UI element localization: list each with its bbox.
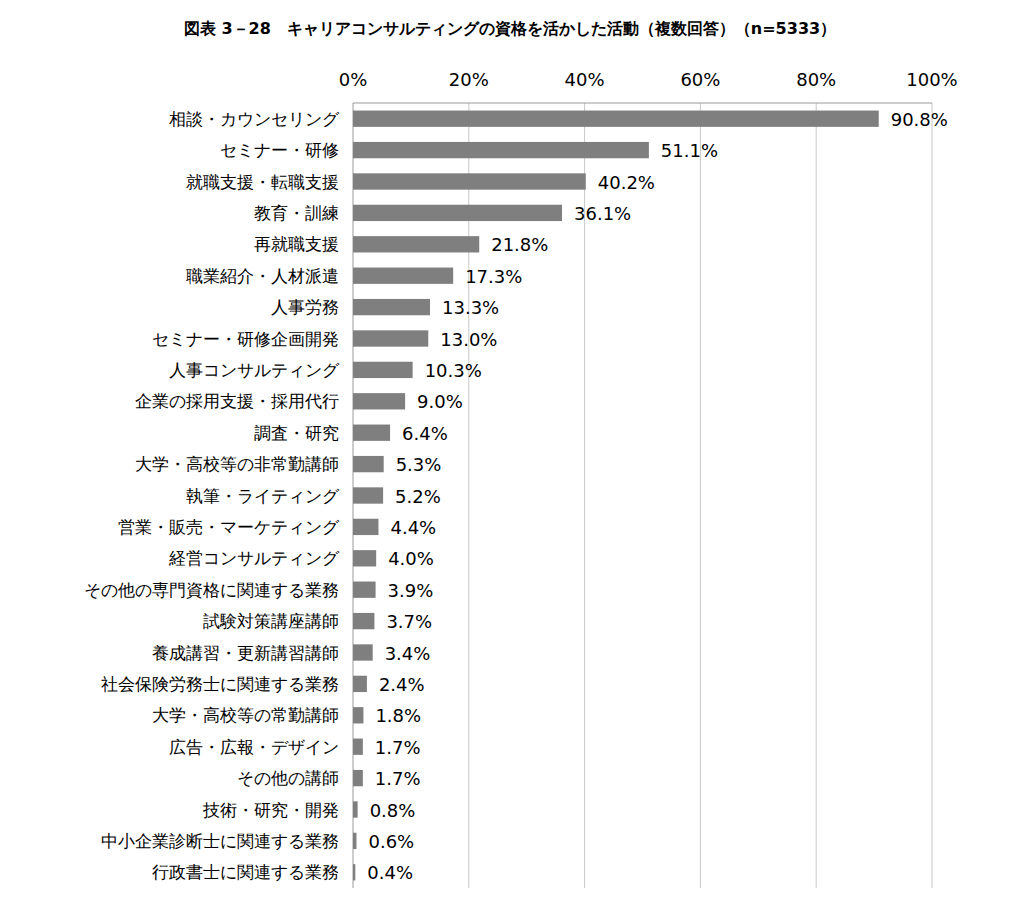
bar: [353, 111, 879, 127]
bar: [353, 833, 356, 849]
category-label: 企業の採用支援・採用代行: [135, 391, 339, 411]
tick-label: 40%: [565, 69, 605, 90]
category-label: セミナー・研修: [220, 140, 339, 160]
category-label: 人事労務: [271, 297, 339, 317]
bars: [353, 111, 879, 881]
bar: [353, 268, 453, 284]
category-label: 中小企業診断士に関連する業務: [101, 831, 339, 851]
bar: [353, 519, 378, 535]
data-label: 13.0%: [440, 329, 497, 350]
bar: [353, 739, 363, 755]
data-label: 1.7%: [375, 768, 421, 789]
bar: [353, 550, 376, 566]
bar: [353, 393, 405, 409]
grid-line: [816, 103, 817, 888]
bar: [353, 205, 562, 221]
category-label: 養成講習・更新講習講師: [152, 643, 339, 663]
data-label: 0.4%: [367, 862, 413, 883]
data-label: 1.8%: [375, 705, 421, 726]
bar: [353, 801, 358, 817]
tick-label: 60%: [680, 69, 720, 90]
category-label: その他の講師: [237, 768, 339, 788]
grid-line: [932, 103, 933, 888]
data-label: 9.0%: [417, 391, 463, 412]
data-label: 5.3%: [396, 454, 442, 475]
bar: [353, 613, 374, 629]
category-label: 職業紹介・人材派遣: [186, 266, 339, 286]
bar: [353, 173, 586, 189]
category-label: その他の専門資格に関連する業務: [84, 580, 339, 600]
category-label: 試験対策講座講師: [203, 611, 339, 631]
data-label: 2.4%: [379, 674, 425, 695]
category-label: 執筆・ライティング: [186, 486, 340, 506]
category-label: 営業・販売・マーケティング: [118, 517, 340, 537]
tick-label: 20%: [449, 69, 489, 90]
category-label: 大学・高校等の常勤講師: [152, 705, 339, 725]
title: 図表 3－28 キャリアコンサルティングの資格を活かした活動（複数回答）（n=5…: [184, 19, 836, 38]
data-label: 1.7%: [375, 737, 421, 758]
data-label: 0.6%: [368, 831, 414, 852]
bar: [353, 362, 413, 378]
data-label: 10.3%: [425, 360, 482, 381]
bar: [353, 582, 376, 598]
bar: [353, 770, 363, 786]
chart: 図表 3－28 キャリアコンサルティングの資格を活かした活動（複数回答）（n=5…: [0, 0, 1022, 910]
bar: [353, 644, 373, 660]
grid-line: [700, 103, 701, 888]
category-label: 人事コンサルティング: [169, 360, 340, 380]
category-label: 技術・研究・開発: [202, 800, 339, 820]
tick-label: 0%: [339, 69, 368, 90]
data-label: 3.9%: [388, 580, 434, 601]
data-label: 3.4%: [385, 643, 431, 664]
bar: [353, 707, 363, 723]
category-label: 大学・高校等の非常勤講師: [135, 454, 339, 474]
data-label: 4.0%: [388, 548, 434, 569]
bar: [353, 299, 430, 315]
data-label: 36.1%: [574, 203, 631, 224]
category-label: 就職支援・転職支援: [186, 172, 339, 192]
category-label: 行政書士に関連する業務: [152, 862, 339, 882]
data-label: 40.2%: [598, 172, 655, 193]
bar: [353, 425, 390, 441]
axis-line: [353, 103, 932, 104]
data-label: 0.8%: [370, 800, 416, 821]
category-label: 広告・広報・デザイン: [169, 737, 339, 757]
bar: [353, 456, 384, 472]
category-label: 調査・研究: [254, 423, 339, 443]
data-label: 17.3%: [465, 266, 522, 287]
tick-label: 80%: [796, 69, 836, 90]
bar: [353, 236, 479, 252]
category-label: 再就職支援: [254, 234, 339, 254]
bar: [353, 487, 383, 503]
data-label: 21.8%: [491, 234, 548, 255]
data-label: 51.1%: [661, 140, 718, 161]
bar: [353, 676, 367, 692]
data-label: 5.2%: [395, 486, 441, 507]
data-label: 6.4%: [402, 423, 448, 444]
category-label: 社会保険労務士に関連する業務: [101, 674, 339, 694]
category-label: 教育・訓練: [254, 203, 339, 223]
bar: [353, 142, 649, 158]
category-label: 経営コンサルティング: [168, 548, 340, 568]
category-label: セミナー・研修企画開発: [152, 329, 339, 349]
data-label: 3.7%: [386, 611, 432, 632]
data-label: 13.3%: [442, 297, 499, 318]
data-label: 4.4%: [390, 517, 436, 538]
bar: [353, 330, 428, 346]
tick-label: 100%: [906, 69, 957, 90]
category-label: 相談・カウンセリング: [169, 109, 340, 129]
bar: [353, 864, 355, 880]
data-label: 90.8%: [891, 109, 948, 130]
